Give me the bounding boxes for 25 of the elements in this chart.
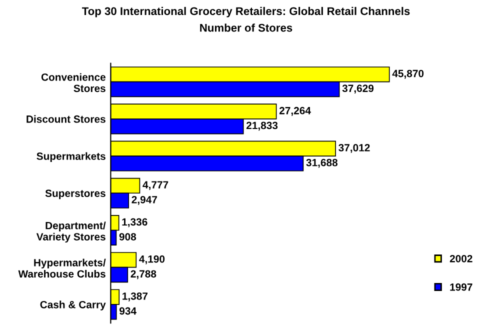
data-label: 2,788	[130, 270, 156, 280]
data-label: 37,012	[338, 144, 370, 153]
y-tick-label: Cash & Carry	[40, 300, 106, 310]
data-label: 37,629	[342, 84, 374, 94]
y-tick-label: Superstores	[45, 190, 106, 200]
data-label: 2,947	[132, 196, 157, 205]
data-label: 1,387	[122, 292, 148, 302]
chart-subtitle: Number of Stores	[200, 24, 292, 32]
data-label: 4,777	[142, 181, 168, 190]
y-tick-label: Supermarkets	[36, 152, 106, 162]
data-label: 1,336	[122, 218, 148, 228]
data-label: 27,264	[279, 106, 311, 116]
data-label: 21,833	[246, 122, 278, 131]
data-label: 45,870	[392, 70, 424, 79]
y-tick-label: Discount Stores	[26, 115, 106, 123]
y-tick-label: Department/ Variety Stores	[36, 222, 106, 243]
data-label: 934	[120, 307, 136, 315]
chart-title: Top 30 International Grocery Retailers: Global Retail Channels	[82, 6, 410, 18]
legend-label: 1997	[450, 283, 472, 291]
y-tick-label: Convenience Stores	[41, 73, 106, 92]
y-tick-label: Hypermarkets/ Warehouse Clubs	[18, 258, 106, 278]
legend-label: 2002	[450, 254, 472, 262]
data-label: 4,190	[139, 255, 165, 264]
data-label: 908	[119, 233, 136, 240]
data-label: 31,688	[306, 158, 338, 168]
